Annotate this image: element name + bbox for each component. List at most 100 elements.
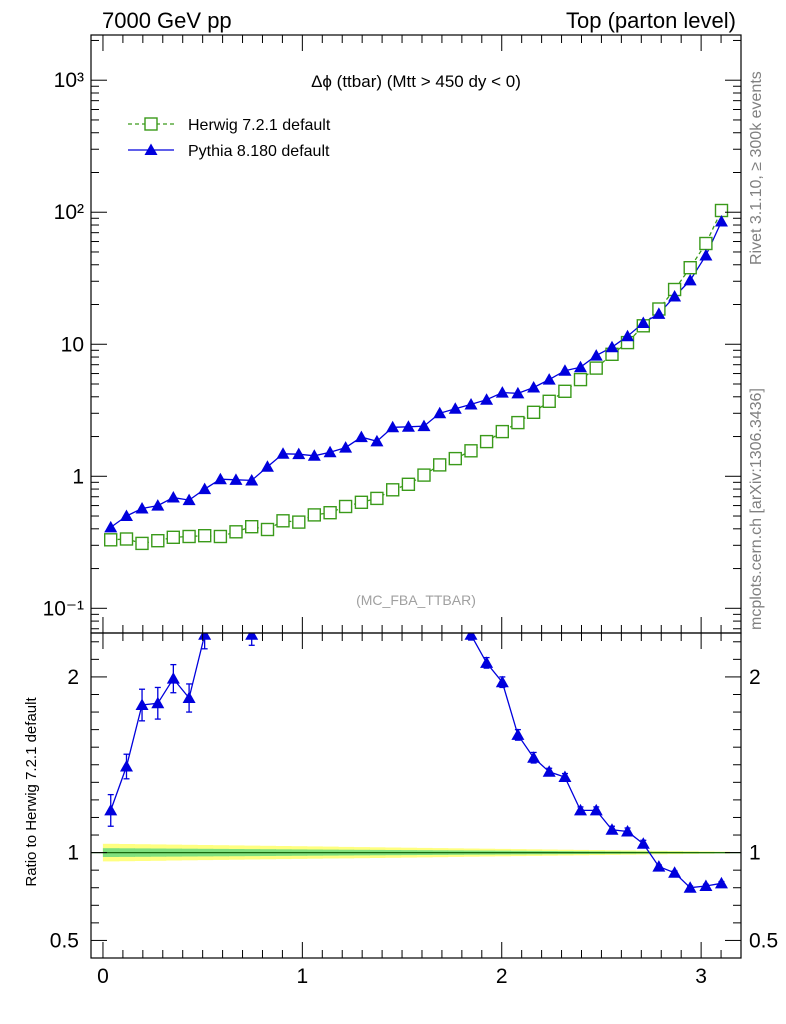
analysis-tag: (MC_FBA_TTBAR): [356, 592, 476, 608]
ratio-pythia-point: [668, 866, 682, 878]
herwig-point: [292, 515, 306, 529]
ratio-pythia-point: [683, 881, 697, 893]
herwig-line: [110, 210, 723, 545]
ratio-pythia-point: [417, 609, 430, 621]
herwig-point: [151, 534, 165, 548]
pythia-point: [260, 460, 274, 472]
ratio-axes: 0 1 2 3 0.5 0.5 1 1 2 2: [50, 633, 778, 988]
legend-herwig-label: Herwig 7.2.1 default: [188, 117, 331, 134]
legend-entry-herwig: Herwig 7.2.1 default: [128, 117, 331, 134]
ratio-pythia-point: [386, 500, 399, 512]
ratio-panel: 0 1 2 3 0.5 0.5 1 1 2 2 Ratio to Herwig 7.2.1 def…: [23, 498, 778, 988]
ratio-pythia-point: [104, 803, 118, 816]
ratio-pythia-point: [339, 530, 352, 542]
pythia-point: [621, 329, 635, 342]
pythia-point: [605, 340, 619, 353]
herwig-point: [464, 444, 478, 458]
pythia-point: [119, 509, 133, 522]
ratio-ytick-label-right: 1: [749, 842, 761, 865]
ratio-pythia-point: [699, 879, 713, 891]
main-ytick-label: 10²: [54, 201, 84, 224]
ratio-pythia-point: [135, 698, 149, 711]
pythia-point: [229, 473, 243, 485]
herwig-point: [448, 451, 462, 466]
pythia-point: [652, 307, 666, 319]
pythia-point: [401, 420, 415, 432]
legend-herwig-marker: [144, 117, 158, 131]
pythia-point: [307, 449, 321, 461]
ratio-ytick-label-left: 1: [67, 842, 79, 865]
pythia-point: [573, 360, 587, 373]
herwig-point: [542, 394, 556, 408]
ratio-xtick-label: 1: [297, 965, 309, 988]
herwig-point: [699, 236, 713, 251]
pythia-point: [182, 493, 196, 506]
main-ytick-label: 1: [72, 465, 84, 488]
ratio-pythia-point: [542, 765, 556, 777]
pythia-point: [151, 499, 165, 511]
ratio-pythia-point: [714, 876, 728, 889]
pythia-point: [354, 430, 368, 443]
ratio-ytick-label-left: 0.5: [50, 929, 79, 952]
herwig-point: [260, 522, 275, 537]
herwig-point: [683, 261, 697, 275]
pythia-line: [110, 221, 723, 528]
pythia-point: [370, 434, 384, 447]
pythia-point: [714, 215, 728, 227]
pythia-point: [292, 447, 306, 460]
ratio-pythia-point: [151, 696, 165, 709]
ratio-xtick-label: 2: [496, 965, 508, 988]
pythia-point: [104, 520, 118, 533]
ratio-pythia-point: [119, 760, 133, 772]
ratio-pythia-point: [495, 675, 509, 688]
pythia-point: [542, 373, 556, 385]
herwig-point: [119, 532, 134, 546]
pythia-point: [495, 386, 509, 398]
ratio-pythia-point: [589, 803, 603, 816]
pythia-point: [245, 473, 259, 486]
herwig-point: [323, 506, 337, 520]
pythia-point: [668, 289, 682, 302]
pythia-point: [480, 393, 494, 405]
legend-pythia-marker: [144, 143, 158, 155]
ratio-data-layer: [91, 498, 741, 893]
ratio-pythia-point: [636, 837, 650, 849]
ratio-pythia-point: [198, 633, 212, 640]
main-data-layer: [103, 203, 729, 551]
herwig-point: [511, 415, 525, 430]
herwig-point: [338, 499, 353, 514]
pythia-point: [386, 420, 400, 433]
pythia-point: [417, 419, 431, 432]
ratio-ytick-label-right: 0.5: [749, 929, 778, 952]
ratio-pythia-line: [110, 633, 722, 889]
pythia-point: [433, 406, 447, 419]
pythia-point: [198, 482, 212, 495]
pythia-point: [464, 397, 478, 410]
herwig-point: [197, 529, 212, 543]
ratio-pythia-point: [261, 498, 274, 510]
pythia-point: [135, 502, 149, 514]
ratio-ylabel: Ratio to Herwig 7.2.1 default: [23, 697, 40, 887]
herwig-point: [103, 533, 118, 547]
header-right: Top (parton level): [566, 8, 736, 33]
header-left: 7000 GeV pp: [102, 8, 232, 33]
ratio-pythia-point: [229, 588, 242, 600]
herwig-point: [433, 458, 447, 472]
ratio-pythia-point: [527, 751, 541, 763]
ratio-ytick-label-left: 2: [67, 666, 79, 689]
pythia-point: [558, 364, 572, 376]
ratio-ytick-label-right: 2: [749, 666, 761, 689]
ratio-pythia-point: [245, 633, 259, 640]
herwig-point: [526, 405, 541, 419]
pythia-point: [448, 402, 462, 414]
ratio-frame: [90, 632, 742, 959]
herwig-point: [244, 520, 259, 534]
ratio-pythia-point: [182, 691, 196, 703]
pythia-point: [323, 445, 337, 458]
pythia-point: [589, 349, 603, 361]
herwig-point: [213, 529, 228, 544]
ratio-xtick-label: 3: [695, 965, 707, 988]
ratio-pythia-point: [402, 544, 415, 556]
ratio-pythia-point: [621, 825, 635, 837]
